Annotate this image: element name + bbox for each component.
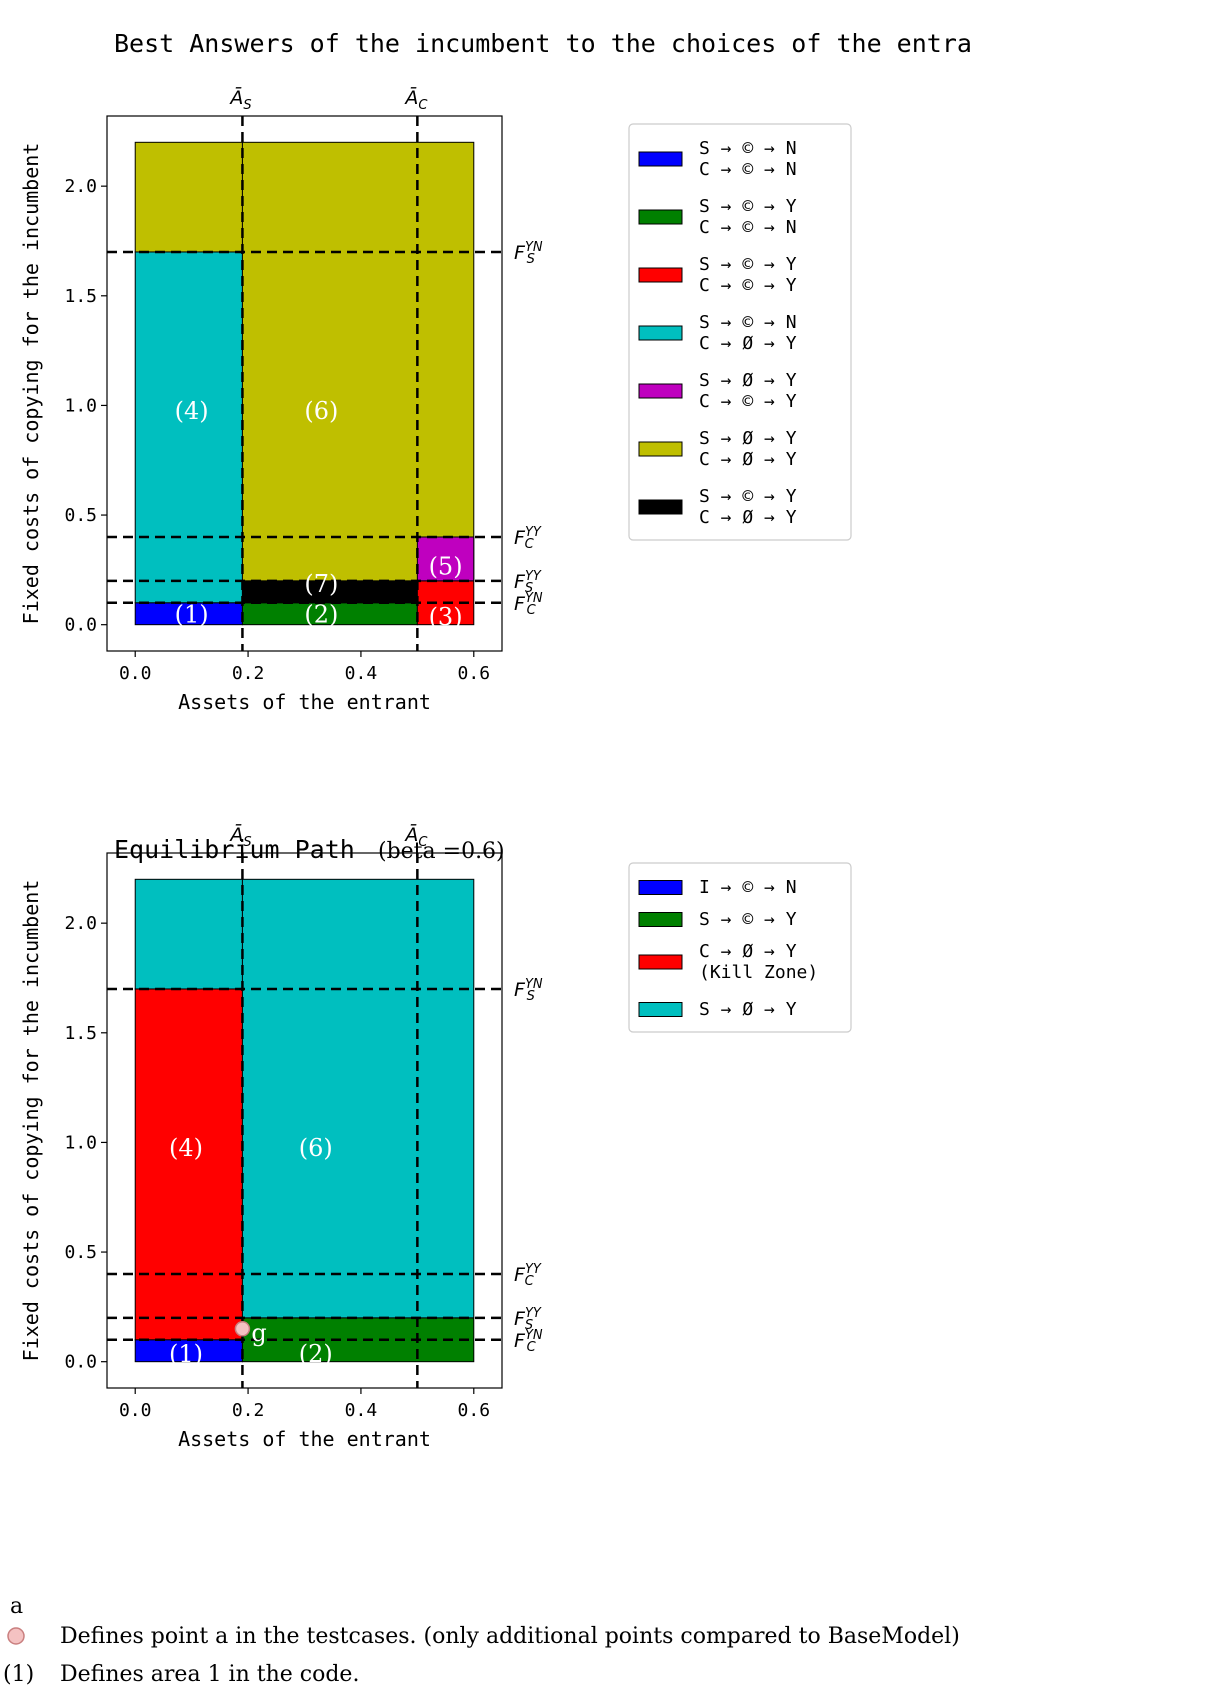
vline-label-2: ĀC	[403, 85, 428, 113]
legend-entry-7-line-1: S → © → Y	[699, 486, 797, 507]
area-label-1: (4)	[175, 397, 209, 425]
legend-swatch-2	[638, 912, 683, 927]
x-axis-label: Assets of the entrant	[178, 1427, 431, 1451]
vline-label-2: ĀC	[403, 822, 428, 850]
area-label-3: (1)	[169, 1340, 203, 1368]
xtick-label-4: 0.6	[458, 1400, 491, 1421]
vline-label-1: ĀS	[228, 822, 251, 850]
chart2-title: Equilibrium Path	[114, 835, 355, 864]
legend-swatch-4	[638, 325, 683, 341]
legend-entry-2-line-1: S → © → Y	[699, 196, 797, 217]
legend-swatch-1	[638, 880, 683, 895]
xtick-label-2: 0.2	[232, 663, 265, 684]
region-2	[134, 988, 243, 1341]
xtick-label-1: 0.0	[119, 663, 152, 684]
ytick-label-3: 1.0	[64, 1132, 97, 1153]
legend-swatch-4	[638, 1002, 683, 1017]
hline-label-2: FYY C	[514, 525, 542, 552]
legend-swatch-5	[638, 383, 683, 399]
region-3	[134, 878, 243, 990]
legend-entry-3-line-2: (Kill Zone)	[699, 962, 818, 983]
point-g	[234, 1321, 251, 1337]
legend-swatch-3	[638, 954, 683, 970]
ytick-label-2: 0.5	[64, 505, 97, 526]
legend-swatch-1	[638, 151, 683, 167]
legend-entry-4-line-1: S → Ø → Y	[699, 999, 797, 1020]
area-label-7: (3)	[429, 603, 463, 631]
chart2-subtitle: (beta =0.6)	[378, 839, 505, 864]
point-label-g: g	[251, 1319, 266, 1347]
region-3	[134, 141, 243, 253]
legend-entry-4-line-1: S → © → N	[699, 312, 797, 333]
legend-entry-6-line-1: S → Ø → Y	[699, 428, 797, 449]
xtick-label-3: 0.4	[345, 663, 378, 684]
hline-label-1: FYN S	[514, 240, 543, 267]
hline-label-3: FYY S	[514, 569, 542, 596]
chart1-title: Best Answers of the incumbent to the cho…	[114, 29, 972, 58]
xtick-label-3: 0.4	[345, 1400, 378, 1421]
legend-entry-1-line-1: S → © → N	[699, 138, 797, 159]
axes-frame	[106, 115, 503, 652]
ytick-label-5: 2.0	[64, 913, 97, 934]
legend-box	[628, 862, 852, 1033]
ytick-label-3: 1.0	[64, 395, 97, 416]
hline-label-4: FYN C	[514, 1328, 543, 1355]
legend-entry-7-line-2: C → Ø → Y	[699, 507, 797, 528]
region-5	[241, 878, 475, 1319]
legend-entry-3-line-1: S → © → Y	[699, 254, 797, 275]
legend-box	[628, 123, 852, 541]
legend-entry-6-line-2: C → Ø → Y	[699, 449, 797, 470]
ytick-label-1: 0.0	[64, 615, 97, 636]
axes-frame	[106, 852, 503, 1389]
area-label-4: (2)	[299, 1340, 333, 1368]
area-label-3: (5)	[429, 552, 463, 580]
area-label-4: (7)	[304, 570, 338, 598]
area-label-1: (4)	[169, 1134, 203, 1162]
ytick-label-4: 1.5	[64, 1023, 97, 1044]
region-2	[134, 251, 243, 604]
legend-entry-1-line-1: I → © → N	[699, 877, 797, 898]
y-axis-label: Fixed costs of copying for the incumbent	[19, 143, 43, 625]
legend-swatch-6	[638, 441, 683, 457]
legend-entry-5-line-1: S → Ø → Y	[699, 370, 797, 391]
hline-label-1: FYN S	[514, 977, 543, 1004]
legend-swatch-3	[638, 267, 683, 283]
ytick-label-1: 0.0	[64, 1352, 97, 1373]
ytick-label-2: 0.5	[64, 1242, 97, 1263]
region-6	[241, 141, 475, 582]
legend-entry-5-line-2: C → © → Y	[699, 391, 797, 412]
hline-label-4: FYN C	[514, 591, 543, 618]
area-label-6: (2)	[304, 601, 338, 629]
ytick-label-4: 1.5	[64, 286, 97, 307]
footnote-point-text: Defines point a in the testcases. (only …	[60, 1624, 960, 1649]
legend-entry-1-line-2: C → © → N	[699, 159, 797, 180]
x-axis-label: Assets of the entrant	[178, 690, 431, 714]
y-axis-label: Fixed costs of copying for the incumbent	[19, 880, 43, 1362]
area-label-2: (6)	[304, 397, 338, 425]
legend-swatch-2	[638, 209, 683, 225]
xtick-label-4: 0.6	[458, 663, 491, 684]
region-4	[241, 1317, 475, 1363]
hline-label-2: FYY C	[514, 1262, 542, 1289]
legend-entry-4-line-2: C → Ø → Y	[699, 333, 797, 354]
footnote-point-caption: a	[10, 1594, 23, 1619]
xtick-label-1: 0.0	[119, 1400, 152, 1421]
ytick-label-5: 2.0	[64, 176, 97, 197]
vline-label-1: ĀS	[228, 85, 251, 113]
footnote-area-text: Defines area 1 in the code.	[60, 1662, 359, 1687]
legend-swatch-7	[638, 499, 683, 515]
legend-entry-3-line-1: C → Ø → Y	[699, 941, 797, 962]
area-label-2: (6)	[299, 1134, 333, 1162]
legend-entry-3-line-2: C → © → Y	[699, 275, 797, 296]
legend-entry-2-line-2: C → © → N	[699, 217, 797, 238]
xtick-label-2: 0.2	[232, 1400, 265, 1421]
area-label-5: (1)	[175, 601, 209, 629]
footnote-point-marker	[7, 1627, 25, 1645]
footnote-area-marker: (1)	[3, 1662, 34, 1687]
legend-entry-2-line-1: S → © → Y	[699, 909, 797, 930]
